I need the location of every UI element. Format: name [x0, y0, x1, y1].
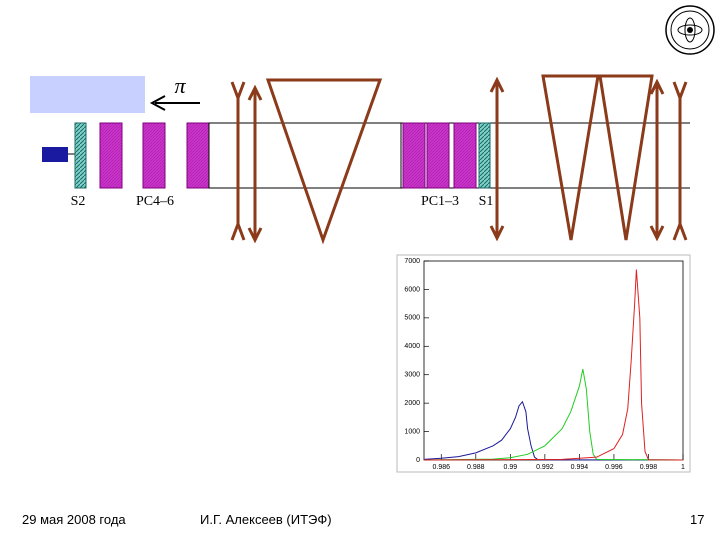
x-tick-label: 0.986	[433, 464, 451, 471]
x-tick-label: 0.996	[605, 464, 623, 471]
beam-arrow	[149, 95, 200, 111]
x-tick-label: 1	[681, 464, 685, 471]
optics	[230, 74, 688, 245]
x-tick-label: 0.998	[640, 464, 658, 471]
x-tick-label: 0.992	[536, 464, 554, 471]
chamber	[186, 122, 210, 189]
chart-frame	[396, 254, 691, 473]
page-number: 17	[690, 512, 705, 527]
scintillator	[478, 122, 491, 189]
y-tick-label: 6000	[404, 286, 420, 293]
series-line	[423, 269, 684, 461]
x-tick-label: 0.99	[504, 464, 518, 471]
series-line	[423, 368, 684, 461]
label: PC4–6	[136, 194, 174, 209]
chamber	[142, 122, 166, 189]
beam-box	[30, 76, 145, 113]
label: S1	[479, 194, 494, 209]
label: PC1–3	[421, 194, 459, 209]
footer-date: 29 мая 2008 года	[22, 512, 126, 527]
scintillator	[74, 122, 87, 189]
series-line	[423, 400, 684, 461]
logo	[665, 5, 715, 55]
y-tick-label: 3000	[404, 372, 420, 379]
x-tick-label: 0.988	[467, 464, 485, 471]
y-tick-label: 7000	[404, 258, 420, 265]
chamber	[402, 122, 426, 189]
target	[42, 147, 68, 162]
beam-label: π	[174, 73, 186, 98]
chamber	[453, 122, 477, 189]
y-tick-label: 0	[416, 457, 420, 464]
chamber	[99, 122, 123, 189]
y-tick-label: 2000	[404, 400, 420, 407]
footer-author: И.Г. Алексеев (ИТЭФ)	[200, 512, 332, 527]
y-tick-label: 5000	[404, 315, 420, 322]
y-tick-label: 1000	[404, 428, 420, 435]
x-tick-label: 0.994	[571, 464, 589, 471]
y-tick-label: 4000	[404, 343, 420, 350]
label: S2	[71, 194, 86, 209]
chamber	[426, 122, 450, 189]
